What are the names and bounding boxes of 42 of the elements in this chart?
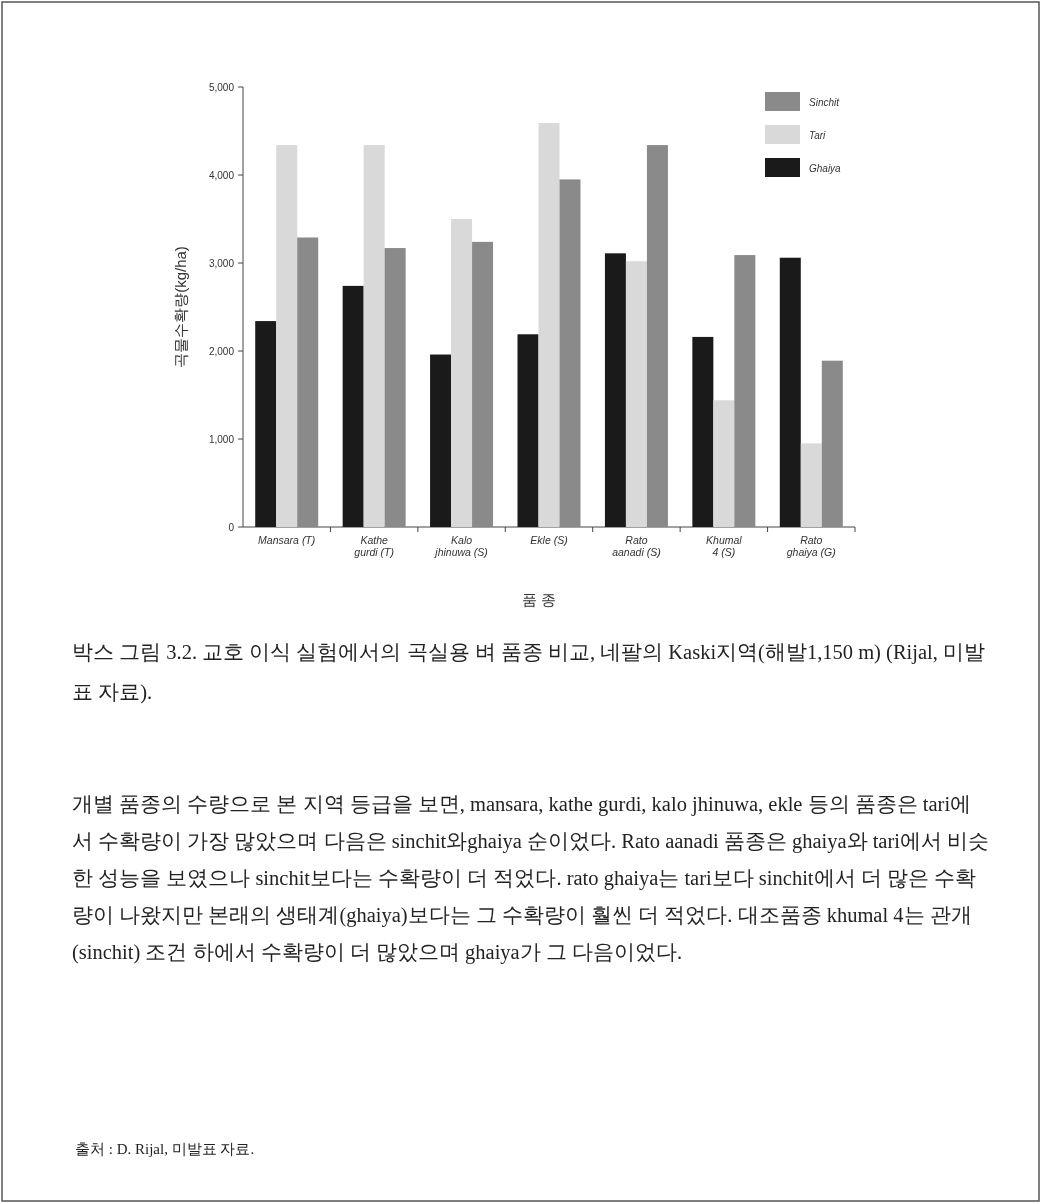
- bar: [625, 261, 647, 527]
- bar: [276, 145, 298, 527]
- bar: [255, 321, 277, 527]
- bar: [384, 248, 406, 527]
- bar: [363, 145, 385, 527]
- text: 개별 품종의 수량으로 본 지역 등급을 보면, mansara, kathe gurdi, kalo jhinuwa, ekle 등의 품종은 tari에서 수확량이 가장 많았으며 다음은 sinchit와ghaiya 순이었다. Rato aanadi 품종은 ghaiya와 tari에서 비슷한 성능을 보였으나 sinchit보다는 수확량이 더 적었다. rato ghaiya는 tari보다 sinchit에서 더 많은 수확량이 나왔지만 본래의 생태계(ghaiya)보다는 그 수확량이 훨씬 더 적었다. 대조품종 khumal 4는 관개(sinchit) 조건 하에서 수확량이 더 많았으며 ghaiya가 그 다음이었다.: [72, 792, 991, 966]
- y-tick-label: 2,000: [208, 346, 235, 357]
- text: 박스 그림 3.2. 교호 이식 실험에서의 곡실용 벼 품종 비교, 네팔의 Kaski지역(해발1,150 m) (Rijal, 미발표 자료).: [72, 640, 986, 706]
- y-tick-label: 5,000: [208, 82, 235, 93]
- y-tick-label: 4,000: [208, 170, 235, 181]
- bar: [451, 219, 473, 527]
- legend-label: Ghaiya: [809, 163, 842, 174]
- x-axis-title: 품 종: [521, 591, 557, 608]
- bar: [604, 253, 626, 527]
- x-tick-label: Rato aanadi (S): [612, 534, 661, 558]
- bar: [734, 255, 756, 527]
- legend-label: Tari: [809, 130, 827, 141]
- bar: [559, 179, 581, 527]
- x-tick-label: Mansara (T): [258, 534, 316, 546]
- bar: [430, 354, 452, 527]
- x-tick-label: Kalo jhinuwa (S): [433, 534, 488, 558]
- bar: [779, 257, 801, 527]
- source-note: 출처 : D. Rijal, 미발표 자료.: [75, 1140, 256, 1159]
- x-tick-label: Ekle (S): [530, 534, 568, 546]
- bar: [297, 237, 319, 527]
- bar: [713, 400, 735, 527]
- y-tick-label: 0: [228, 522, 235, 533]
- bar: [517, 334, 539, 527]
- y-tick-label: 3,000: [208, 258, 235, 269]
- x-tick-label: Kathe gurdi (T): [354, 534, 394, 558]
- bar: [342, 285, 364, 527]
- bar: [538, 123, 560, 527]
- x-tick-label: Khumal 4 (S): [706, 534, 743, 558]
- x-tick-label: Rato ghaiya (G): [786, 534, 836, 558]
- bar: [821, 360, 843, 527]
- bar: [646, 145, 668, 527]
- bar: [800, 443, 822, 527]
- legend-label: Sinchit: [809, 97, 841, 108]
- bar: [472, 241, 494, 527]
- y-tick-label: 1,000: [208, 434, 235, 445]
- y-axis-title: 곡물수확량(kg/ha): [172, 246, 189, 368]
- bar: [692, 336, 714, 527]
